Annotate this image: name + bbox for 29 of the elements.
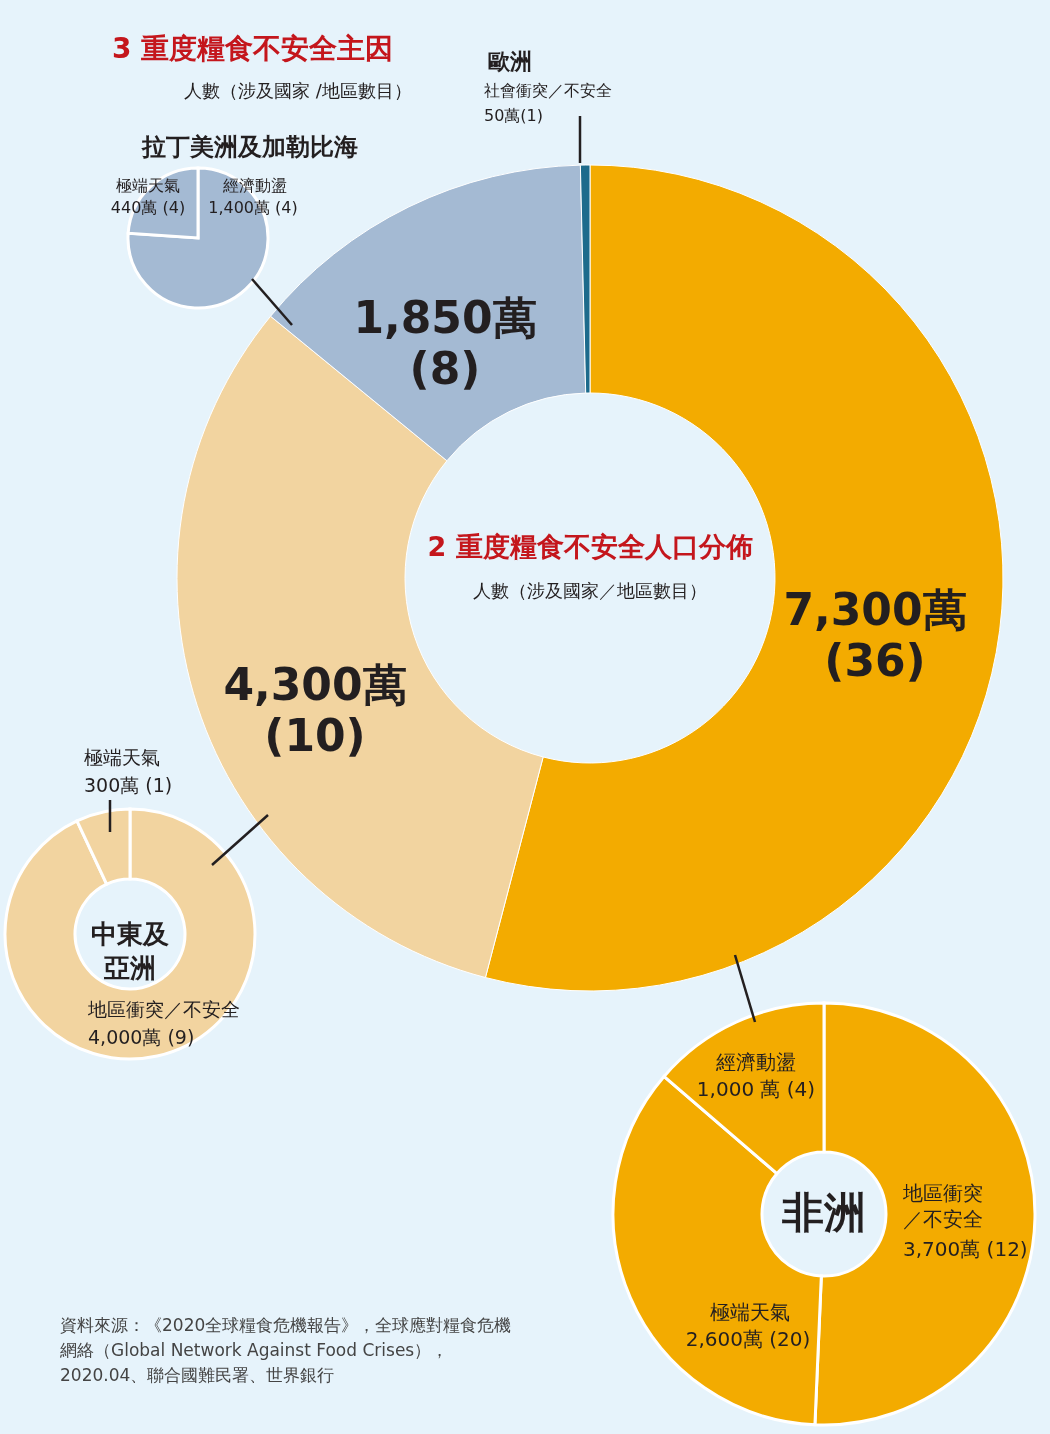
slice-label: 地區衝突／不安全 — [902, 1181, 983, 1231]
text: 人數（涉及國家／地區數目） — [473, 580, 707, 601]
data-label: 300萬 (1) — [84, 774, 173, 796]
data-label: 1,400萬 (4) — [208, 198, 298, 217]
text: 歐洲 — [488, 49, 532, 74]
text: 中東及亞洲 — [91, 919, 169, 983]
slice-label: 極端天氣 — [84, 746, 160, 768]
slice-label: 經濟動盪 — [715, 1050, 796, 1074]
data-label: 440萬 (4) — [110, 198, 186, 217]
text: 3 重度糧食不安全主因 — [112, 32, 394, 65]
data-label: 1,000 萬 (4) — [696, 1077, 816, 1101]
slice-label: 地區衝突／不安全 — [87, 998, 240, 1020]
chart-title: 拉丁美洲及加勒比海 — [141, 133, 358, 161]
slice-label: 極端天氣 — [116, 176, 180, 195]
text: 2 重度糧食不安全人口分佈 — [427, 531, 753, 562]
data-label: 7,300萬 (36) — [783, 584, 967, 686]
data-label: 1,850萬 (8) — [353, 292, 537, 394]
data-label: 2,600萬 (20) — [685, 1327, 811, 1351]
data-label: 4,300萬 (10) — [223, 659, 407, 761]
source-note: 資料來源：《2020全球糧食危機報告》，全球應對糧食危機網絡（Global Network Against Food Crises），2020.04、聯合國難民署、世界銀行 — [59, 1315, 512, 1385]
donut-slice — [3, 807, 257, 1061]
data-label: 4,000萬 (9) — [88, 1026, 195, 1048]
text: 非洲 — [781, 1188, 866, 1237]
text: 社會衝突／不安全 — [484, 81, 612, 100]
data-label: 3,700萬 (12) — [903, 1237, 1028, 1261]
text: 50萬(1) — [484, 106, 544, 125]
text: 人數（涉及國家 /地區數目） — [184, 80, 412, 101]
slice-label: 經濟動盪 — [222, 176, 287, 195]
slice-label: 極端天氣 — [710, 1300, 790, 1324]
